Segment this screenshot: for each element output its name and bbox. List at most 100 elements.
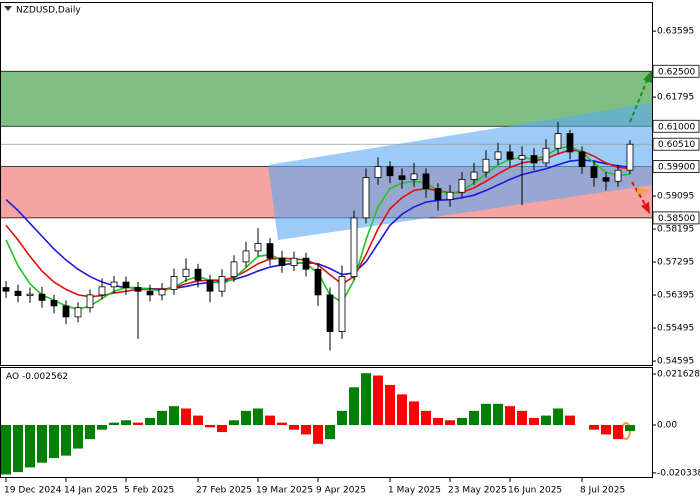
candle-body [110,281,118,288]
down-arrow [631,181,647,207]
y-tick-label: 0.57295 [657,258,694,268]
indicator-bar [337,410,347,426]
symbol-icon [4,6,12,11]
candle-body [542,147,550,164]
indicator-bar [13,425,23,473]
zone [0,71,652,127]
indicator-tick-label: -0.020338 [657,468,700,478]
indicator-bar [181,408,191,426]
candle-body [434,188,442,200]
indicator-bar [85,425,95,440]
chart-title: NZDUSD,Daily [16,6,81,16]
indicator-bar [121,420,131,426]
indicator-bar [625,425,635,432]
price-panel-frame [0,2,653,366]
indicator-bar [37,425,47,463]
candle-body [602,177,610,182]
level-label: 0.61000 [658,122,695,132]
indicator-bar [541,415,551,426]
indicator-tick-label: 0.00 [657,421,677,431]
candle-body [302,257,310,270]
indicator-bar [505,406,515,426]
y-tick-label: 0.59095 [657,192,694,202]
indicator-bar [565,415,575,426]
candle-body [482,158,490,173]
y-tick-label: 0.61795 [657,93,694,103]
candle-body [554,133,562,149]
y-tick-label: 0.58195 [657,225,694,235]
candle-body [122,281,130,288]
indicator-bar [265,415,275,426]
indicator-value: -0.002562 [22,372,68,382]
indicator-name: AO [6,372,19,382]
y-tick-label: 0.56395 [657,291,694,301]
indicator-bar [385,384,395,426]
indicator-bar [97,425,107,430]
candle-body [386,166,394,177]
indicator-bar [241,410,251,426]
candle-body [398,175,406,180]
candle-body [266,243,274,259]
candle-body [590,166,598,178]
indicator-bar [601,425,611,435]
candle-body [518,155,526,160]
candle-body [14,290,22,297]
indicator-bar [157,410,167,426]
moving-average-line [5,159,631,290]
indicator-bar [457,417,467,426]
indicator-bar [301,425,311,435]
forecast-marker [637,187,650,195]
indicator-bar [253,408,263,426]
indicator-bar [553,408,563,426]
x-tick-label: 8 Jul 2025 [580,486,625,496]
indicator-bar [133,422,143,426]
level-label-box [652,137,700,151]
candle-body [98,286,106,296]
indicator-bar [493,403,503,426]
indicator-label: AO -0.002562 [6,372,68,382]
candle-body [62,305,70,318]
candle-body [254,243,262,252]
indicator-bar [589,425,599,430]
candle-body [326,294,334,332]
indicator-bar [325,425,335,440]
candle-body [86,294,94,309]
candle-body [206,279,214,292]
indicator-bar [349,387,359,426]
candle-body [458,179,466,193]
candle-body [626,143,634,171]
candle-body [362,177,370,219]
indicator-bar [109,422,119,426]
down-arrowhead [641,202,650,214]
candle-body [50,299,58,307]
candle-body [26,293,34,297]
level-label-box [652,64,700,78]
x-tick-label: 1 May 2025 [388,486,441,496]
x-tick-label: 14 Jan 2025 [64,486,118,496]
candle-body [218,276,226,292]
indicator-bar [205,425,215,428]
candle-body [194,268,202,281]
indicator-bar [193,415,203,426]
indicator-bar [445,420,455,426]
candle-body [290,257,298,266]
indicator-bar [421,410,431,426]
y-tick-label: 0.54595 [657,357,694,367]
indicator-bar [313,425,323,444]
candle-body [410,173,418,180]
indicator-bar [169,406,179,426]
candle-body [158,288,166,296]
x-tick-label: 16 Jun 2025 [508,486,562,496]
indicator-bar [61,425,71,456]
indicator-bar [1,425,11,475]
candle-body [578,151,586,167]
indicator-bar [277,422,287,426]
indicator-bar [229,420,239,426]
x-tick-label: 27 Feb 2025 [196,486,252,496]
level-label-box [652,160,700,173]
candle-body [182,268,190,277]
indicator-bar [217,425,227,433]
indicator-bar [361,373,371,426]
